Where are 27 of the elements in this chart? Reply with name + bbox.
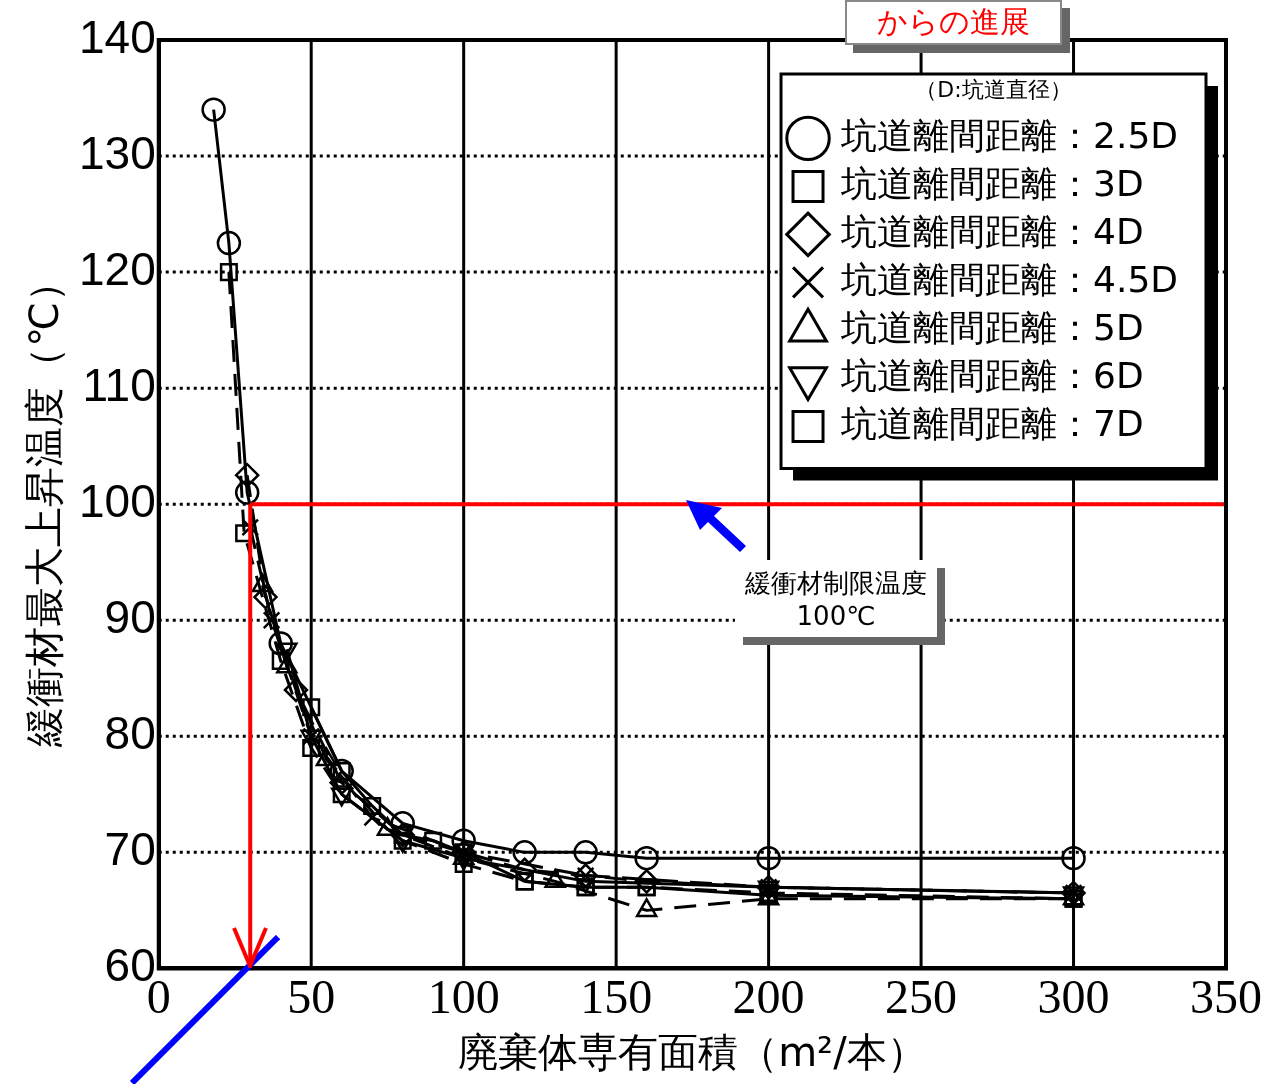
x-tick-label: 50 — [287, 969, 336, 1023]
text: からの進展 — [845, 0, 1062, 45]
y-tick-label: 110 — [82, 358, 156, 411]
x-tick-label: 100 — [427, 969, 500, 1023]
legend-label: 坑道離間距離：2.5D — [840, 114, 1179, 156]
x-tick-label: 350 — [1190, 969, 1262, 1023]
y-tick-label: 120 — [79, 242, 156, 295]
x-tick-label: 250 — [885, 969, 958, 1023]
y-tick-label: 80 — [104, 706, 156, 759]
legend-label: 坑道離間距離：5D — [840, 306, 1144, 348]
x-axis-title: 廃棄体専有面積（m²/本） — [458, 1029, 927, 1076]
x-tick-label: 300 — [1037, 969, 1110, 1023]
legend-label: 坑道離間距離：7D — [840, 402, 1144, 444]
annotation: 緩衝材制限温度 100℃ — [735, 560, 937, 637]
y-tick-label: 70 — [104, 823, 156, 876]
legend-label: 坑道離間距離：3D — [840, 162, 1144, 204]
legend-label: 坑道離間距離：4D — [840, 210, 1144, 252]
y-axis-title: 緩衝材最大上昇温度（℃） — [21, 261, 68, 748]
legend-label: 坑道離間距離：4.5D — [840, 258, 1179, 300]
legend-label: 坑道離間距離：6D — [840, 354, 1144, 396]
y-tick-label: 100 — [79, 474, 156, 527]
x-tick-label: 150 — [580, 969, 653, 1023]
y-tick-label: 90 — [104, 590, 156, 643]
y-tick-label: 130 — [79, 126, 156, 179]
y-tick-label: 140 — [79, 10, 156, 63]
x-tick-label: 200 — [732, 969, 805, 1023]
legend-title: （D:坑道直径） — [915, 76, 1072, 102]
